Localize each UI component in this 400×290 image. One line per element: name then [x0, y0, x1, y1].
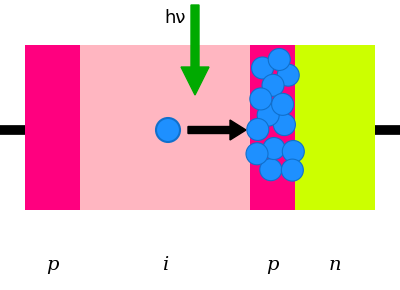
Circle shape [268, 48, 290, 70]
Circle shape [246, 143, 268, 165]
Bar [250, 45, 295, 210]
Text: p: p [266, 256, 278, 274]
Circle shape [250, 88, 272, 110]
Text: n: n [329, 256, 341, 274]
Circle shape [257, 104, 279, 126]
FancyArrow shape [181, 5, 209, 95]
Circle shape [274, 114, 296, 136]
Bar [25, 45, 80, 210]
Circle shape [156, 118, 180, 142]
Bar [295, 45, 375, 210]
Text: hν: hν [164, 9, 186, 27]
Text: i: i [162, 256, 168, 274]
Circle shape [272, 93, 294, 115]
FancyArrow shape [188, 120, 246, 140]
Circle shape [282, 140, 304, 162]
Bar [80, 45, 250, 210]
Text: p: p [46, 256, 58, 274]
Circle shape [281, 159, 303, 181]
Circle shape [262, 74, 284, 96]
Circle shape [247, 118, 269, 140]
Circle shape [252, 57, 274, 79]
Circle shape [277, 64, 299, 86]
Circle shape [263, 137, 285, 160]
Circle shape [260, 159, 282, 181]
